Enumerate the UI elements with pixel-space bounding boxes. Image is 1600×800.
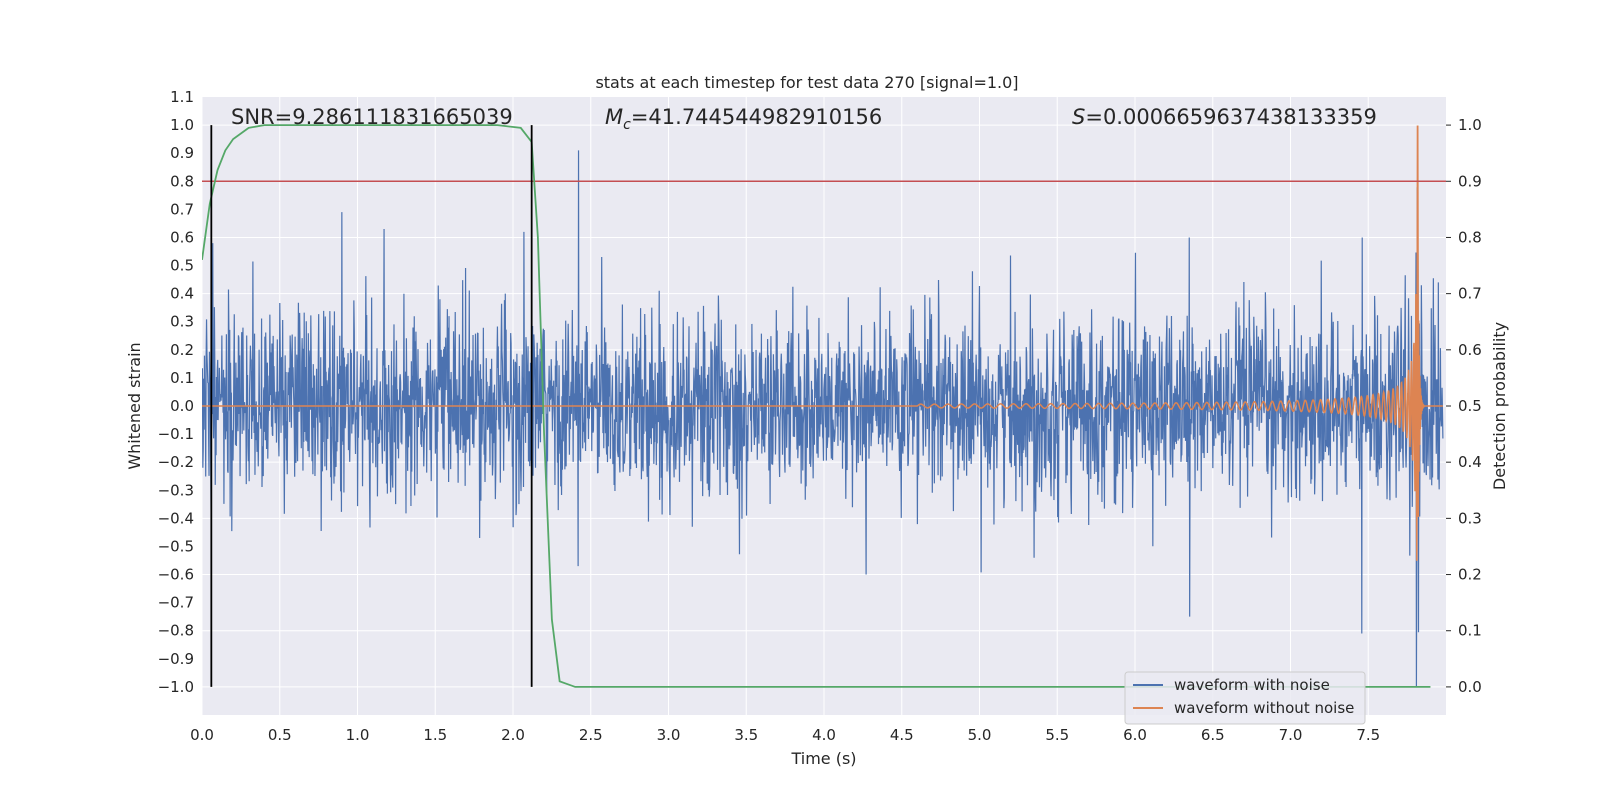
x-axis-label: Time (s) [790, 749, 856, 768]
x-tick-label: 6.5 [1201, 726, 1225, 744]
vertical-marker-lines [210, 125, 533, 687]
y-right-tick-label: 0.3 [1458, 509, 1482, 527]
chirp-mass-subscript: c [623, 117, 631, 133]
x-tick-label: 5.5 [1045, 726, 1069, 744]
x-tick-label: 6.0 [1123, 726, 1147, 744]
y-tick-label: 0.9 [170, 144, 194, 162]
y-right-tick-label: 0.9 [1458, 172, 1482, 190]
x-tick-label: 4.5 [890, 726, 914, 744]
y-tick-label: 0.3 [170, 313, 194, 331]
y-tick-label: 0.4 [170, 285, 194, 303]
snr-annotation: SNR=9.286111831665039 [231, 105, 513, 129]
y-tick-label: 0.6 [170, 228, 194, 246]
y-right-tick-label: 1.0 [1458, 116, 1482, 134]
y-right-tick-label: 0.5 [1458, 397, 1482, 415]
chirp-mass-symbol: M [605, 105, 623, 129]
y-tick-label: −0.4 [158, 509, 194, 527]
waveform-without-noise-line [202, 125, 1443, 561]
s-annotation: S=0.0006659637438133359 [1072, 105, 1377, 129]
y-tick-label: 0.2 [170, 341, 194, 359]
legend: waveform with noise waveform without noi… [1124, 671, 1366, 725]
plot-content [202, 124, 1446, 688]
x-tick-label: 1.5 [423, 726, 447, 744]
y-right-tick-label: 0.6 [1458, 341, 1482, 359]
y-axis-right-ticks: 1.0 0.9 0.8 0.7 0.6 0.5 0.4 0.3 0.2 0.1 0.0 [1446, 116, 1482, 696]
y-tick-label: −0.2 [158, 453, 194, 471]
y-tick-label: 0.5 [170, 257, 194, 275]
x-tick-label: 7.5 [1356, 726, 1380, 744]
chirp-mass-value: =41.744544982910156 [631, 105, 882, 129]
y-axis-left-ticks: 1.1 1.0 0.9 0.8 0.7 0.6 0.5 0.4 0.3 0.2 0.1 0.0 −0.1… [158, 88, 194, 696]
y-tick-label: −1.0 [158, 678, 194, 696]
s-value: =0.0006659637438133359 [1085, 105, 1377, 129]
y-axis-left-label: Whitened strain [125, 342, 144, 469]
x-tick-label: 2.0 [501, 726, 525, 744]
x-tick-label: 7.0 [1279, 726, 1303, 744]
y-right-tick-label: 0.7 [1458, 285, 1482, 303]
y-right-tick-label: 0.1 [1458, 622, 1482, 640]
y-tick-label: 1.0 [170, 116, 194, 134]
y-tick-label: −0.5 [158, 537, 194, 555]
x-tick-label: 3.5 [734, 726, 758, 744]
x-tick-label: 2.5 [579, 726, 603, 744]
x-tick-label: 5.0 [968, 726, 992, 744]
y-tick-label: 0.8 [170, 172, 194, 190]
legend-box [1124, 671, 1366, 725]
chart-title: stats at each timestep for test data 270… [595, 73, 1018, 92]
y-tick-label: −0.6 [158, 566, 194, 584]
y-right-tick-label: 0.8 [1458, 228, 1482, 246]
y-right-tick-label: 0.2 [1458, 566, 1482, 584]
x-tick-label: 3.0 [657, 726, 681, 744]
waveform-with-noise-line [202, 150, 1444, 687]
chirp-mass-annotation: Mc=41.744544982910156 [605, 105, 882, 133]
y-tick-label: 0.7 [170, 200, 194, 218]
legend-label-waveform-with-noise: waveform with noise [1174, 676, 1330, 694]
x-tick-label: 4.0 [812, 726, 836, 744]
y-tick-label: −0.3 [158, 481, 194, 499]
x-tick-label: 1.0 [346, 726, 370, 744]
s-symbol: S [1072, 105, 1085, 129]
detection-probability-line [202, 124, 1431, 688]
y-right-tick-label: 0.0 [1458, 678, 1482, 696]
legend-label-waveform-without-noise: waveform without noise [1174, 699, 1354, 717]
y-tick-label: −0.7 [158, 594, 194, 612]
x-tick-label: 0.0 [190, 726, 214, 744]
x-tick-label: 0.5 [268, 726, 292, 744]
y-axis-right-label: Detection probability [1490, 322, 1509, 490]
y-tick-label: −0.9 [158, 650, 194, 668]
y-tick-label: 0.1 [170, 369, 194, 387]
y-tick-label: −0.8 [158, 622, 194, 640]
x-axis-ticks: 0.0 0.5 1.0 1.5 2.0 2.5 3.0 3.5 4.0 4.5 5.0 5.5 6.0 6… [190, 726, 1380, 744]
y-tick-label: −0.1 [158, 425, 194, 443]
y-tick-label: 0.0 [170, 397, 194, 415]
y-right-tick-label: 0.4 [1458, 453, 1482, 471]
y-tick-label: 1.1 [170, 88, 194, 106]
